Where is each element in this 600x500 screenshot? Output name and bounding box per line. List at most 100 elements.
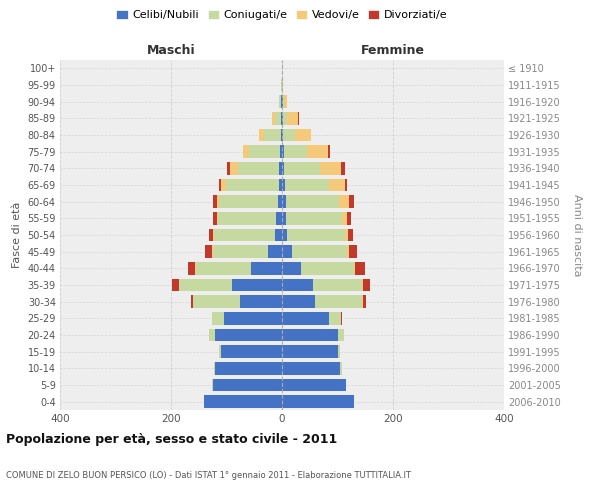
Bar xyxy=(191,296,193,308)
Bar xyxy=(284,96,287,108)
Bar xyxy=(282,162,284,174)
Bar xyxy=(212,246,268,258)
Bar xyxy=(282,396,354,408)
Bar xyxy=(209,329,215,341)
Bar xyxy=(277,212,282,224)
Bar xyxy=(282,296,316,308)
Bar xyxy=(279,162,282,174)
Bar xyxy=(282,379,346,391)
Bar xyxy=(278,179,282,192)
Bar xyxy=(340,362,342,374)
Bar xyxy=(301,262,354,274)
Bar xyxy=(337,346,340,358)
Bar xyxy=(212,229,214,241)
Bar xyxy=(221,346,282,358)
Bar xyxy=(275,229,282,241)
Bar xyxy=(209,229,212,241)
Bar xyxy=(179,279,232,291)
Bar xyxy=(230,162,238,174)
Bar xyxy=(341,162,345,174)
Bar xyxy=(283,129,295,141)
Bar xyxy=(218,212,277,224)
Bar xyxy=(264,129,281,141)
Bar xyxy=(188,262,195,274)
Bar xyxy=(284,146,307,158)
Bar xyxy=(219,179,221,192)
Bar xyxy=(219,196,278,208)
Bar xyxy=(279,96,281,108)
Bar xyxy=(282,246,292,258)
Bar xyxy=(195,262,196,274)
Y-axis label: Anni di nascita: Anni di nascita xyxy=(572,194,582,276)
Bar xyxy=(214,362,215,374)
Bar xyxy=(282,362,340,374)
Text: Popolazione per età, sesso e stato civile - 2011: Popolazione per età, sesso e stato civil… xyxy=(6,432,337,446)
Bar xyxy=(282,146,284,158)
Bar xyxy=(287,112,298,124)
Bar xyxy=(286,196,338,208)
Bar xyxy=(307,146,328,158)
Bar xyxy=(212,379,282,391)
Bar xyxy=(172,279,179,291)
Bar xyxy=(329,179,345,192)
Bar xyxy=(313,279,362,291)
Bar xyxy=(363,296,367,308)
Bar xyxy=(282,229,287,241)
Bar xyxy=(224,312,282,324)
Bar xyxy=(282,262,301,274)
Y-axis label: Fasce di età: Fasce di età xyxy=(12,202,22,268)
Bar xyxy=(215,329,282,341)
Bar xyxy=(219,346,221,358)
Bar xyxy=(284,162,320,174)
Bar xyxy=(227,162,230,174)
Bar xyxy=(345,229,348,241)
Bar xyxy=(282,279,313,291)
Bar xyxy=(214,229,275,241)
Bar xyxy=(341,312,343,324)
Bar xyxy=(347,212,351,224)
Bar xyxy=(285,179,329,192)
Bar xyxy=(283,112,287,124)
Bar xyxy=(347,246,349,258)
Bar xyxy=(349,246,357,258)
Text: COMUNE DI ZELO BUON PERSICO (LO) - Dati ISTAT 1° gennaio 2011 - Elaborazione TUT: COMUNE DI ZELO BUON PERSICO (LO) - Dati … xyxy=(6,470,411,480)
Bar xyxy=(338,196,349,208)
Bar xyxy=(282,312,329,324)
Bar xyxy=(328,146,330,158)
Bar xyxy=(329,312,341,324)
Bar xyxy=(316,296,362,308)
Bar xyxy=(259,129,264,141)
Bar xyxy=(217,196,219,208)
Bar xyxy=(282,212,286,224)
Bar xyxy=(204,396,282,408)
Bar xyxy=(217,212,218,224)
Bar xyxy=(249,146,280,158)
Bar xyxy=(282,329,337,341)
Text: Femmine: Femmine xyxy=(361,44,425,57)
Bar xyxy=(221,179,226,192)
Bar xyxy=(193,296,241,308)
Bar xyxy=(281,129,282,141)
Bar xyxy=(205,246,212,258)
Bar xyxy=(212,312,224,324)
Bar xyxy=(226,179,278,192)
Bar xyxy=(363,279,370,291)
Bar xyxy=(292,246,347,258)
Bar xyxy=(348,229,353,241)
Bar xyxy=(282,346,337,358)
Bar xyxy=(282,196,286,208)
Bar xyxy=(275,112,281,124)
Legend: Celibi/Nubili, Coniugati/e, Vedovi/e, Divorziati/e: Celibi/Nubili, Coniugati/e, Vedovi/e, Di… xyxy=(112,6,452,25)
Text: Maschi: Maschi xyxy=(146,44,196,57)
Bar xyxy=(349,196,354,208)
Bar xyxy=(355,262,365,274)
Bar xyxy=(354,262,355,274)
Bar xyxy=(286,212,342,224)
Bar xyxy=(282,179,285,192)
Bar xyxy=(232,279,282,291)
Bar xyxy=(287,229,345,241)
Bar xyxy=(280,146,282,158)
Bar xyxy=(278,196,282,208)
Bar xyxy=(241,296,282,308)
Bar xyxy=(215,362,282,374)
